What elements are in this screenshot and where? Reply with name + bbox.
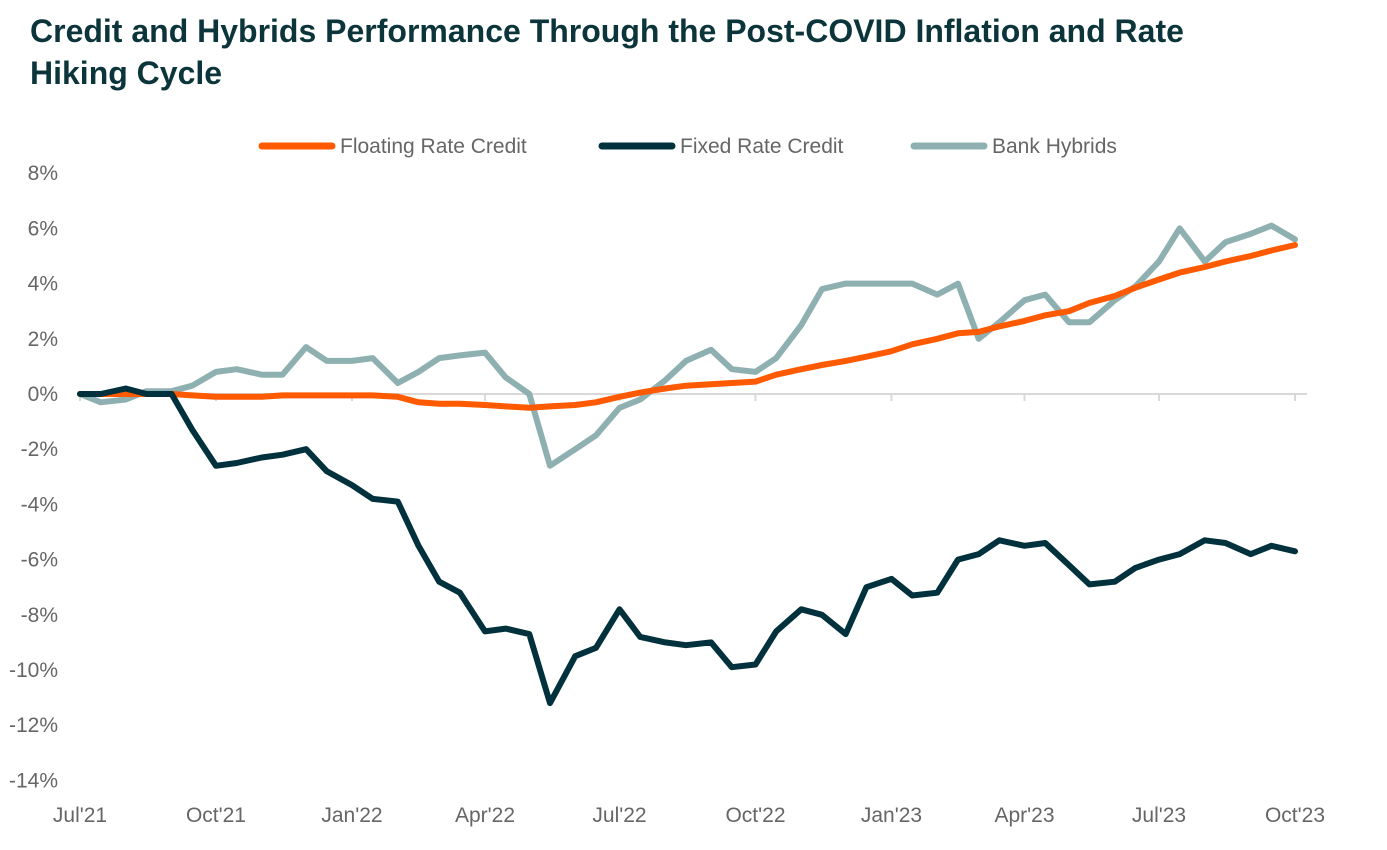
x-tick-label: Oct'21 [186, 804, 246, 827]
y-tick-label: -2% [21, 438, 58, 461]
y-tick-label: -4% [21, 493, 58, 516]
legend-label: Fixed Rate Credit [680, 135, 844, 158]
legend-label: Floating Rate Credit [340, 135, 527, 158]
x-tick-label: Oct'22 [725, 804, 785, 827]
y-tick-label: -12% [9, 714, 58, 737]
y-tick-label: -8% [21, 604, 58, 627]
y-tick-label: -6% [21, 549, 58, 572]
chart-title: Credit and Hybrids Performance Through t… [30, 13, 1184, 91]
legend: Floating Rate Credit Fixed Rate Credit Ban… [258, 135, 1117, 158]
x-axis: Jul'21 Oct'21 Jan'22 Apr'22 Jul'22 Oct'22 Jan'… [53, 393, 1325, 827]
x-tick-label: Apr'23 [994, 804, 1054, 827]
x-tick-label: Jul'22 [592, 804, 646, 827]
y-tick-label: -10% [9, 659, 58, 682]
series-line-floating-rate-credit [77, 242, 1298, 411]
y-tick-label: 6% [28, 217, 58, 240]
x-tick-label: Jul'23 [1132, 804, 1186, 827]
y-tick-label: 0% [28, 383, 58, 406]
series-line-bank-hybrids [77, 222, 1298, 469]
series-line-fixed-rate-credit [77, 385, 1298, 707]
y-tick-label: 2% [28, 328, 58, 351]
x-tick-label: Jul'21 [53, 804, 107, 827]
y-axis: 8% 6% 4% 2% 0% -2% -4% -6% -8% -10% -12% -14% [9, 162, 58, 792]
x-tick-label: Apr'22 [455, 804, 515, 827]
x-tick-label: Jan'22 [321, 804, 382, 827]
series-lines [77, 222, 1298, 707]
x-tick-label: Jan'23 [861, 804, 922, 827]
y-tick-label: 4% [28, 273, 58, 296]
y-tick-label: -14% [9, 769, 58, 792]
x-tick-label: Oct'23 [1265, 804, 1325, 827]
legend-label: Bank Hybrids [992, 135, 1117, 158]
y-tick-label: 8% [28, 162, 58, 185]
